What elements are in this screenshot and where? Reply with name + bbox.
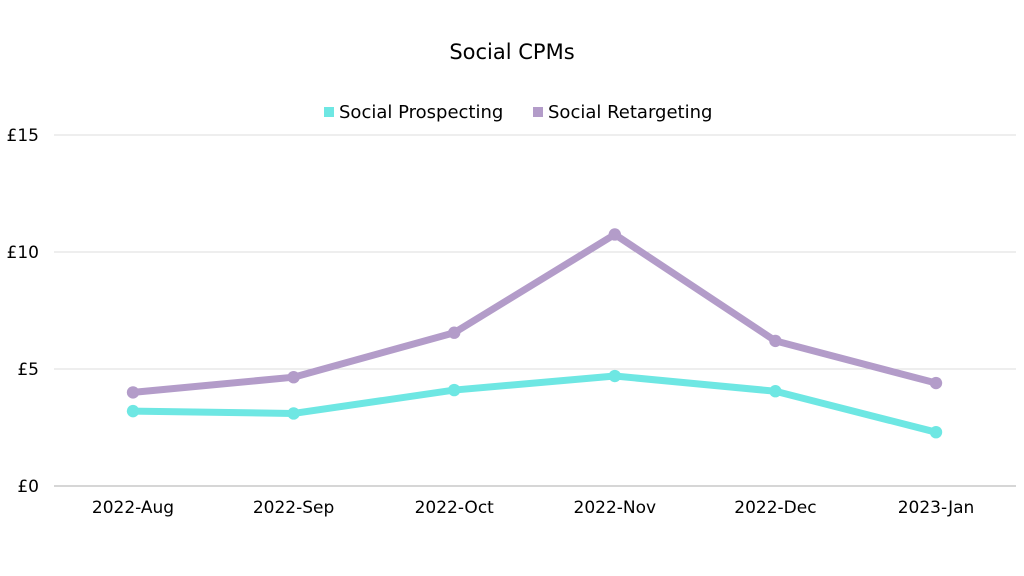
series-line-social-prospecting [129, 372, 940, 436]
x-tick-label: 2022-Aug [92, 498, 174, 518]
data-point-social-retargeting [608, 228, 621, 241]
y-axis: £0 £5 £10 £15 [7, 126, 39, 497]
chart-title: Social CPMs [449, 40, 574, 64]
y-tick-label: £5 [17, 360, 39, 380]
data-point-social-retargeting [287, 370, 300, 384]
y-tick-label: £0 [17, 477, 39, 497]
gridlines [54, 134, 1016, 487]
x-tick-label: 2022-Nov [574, 498, 657, 518]
series-layer [126, 228, 943, 439]
legend-label-social-prospecting: Social Prospecting [339, 102, 503, 123]
data-point-social-retargeting [769, 334, 782, 348]
legend: Social Prospecting Social Retargeting [324, 102, 712, 123]
legend-label-social-retargeting: Social Retargeting [548, 102, 712, 123]
data-point-social-prospecting [448, 383, 461, 397]
data-point-social-retargeting [448, 326, 461, 339]
data-point-social-retargeting [929, 376, 943, 390]
x-tick-label: 2023-Jan [898, 498, 975, 518]
data-point-social-prospecting [769, 385, 782, 398]
x-axis: 2022-Aug 2022-Sep 2022-Oct 2022-Nov 2022-Dec… [92, 498, 974, 518]
data-point-social-prospecting [287, 407, 300, 420]
x-tick-label: 2022-Oct [415, 498, 495, 518]
legend-swatch-social-retargeting [533, 107, 543, 117]
y-tick-label: £10 [7, 243, 39, 263]
legend-swatch-social-prospecting [324, 107, 334, 117]
y-tick-label: £15 [7, 126, 39, 146]
x-tick-label: 2022-Dec [734, 498, 816, 518]
data-point-social-retargeting [126, 386, 140, 399]
data-point-social-prospecting [608, 369, 621, 383]
x-tick-label: 2022-Sep [253, 498, 334, 518]
data-point-social-prospecting [126, 404, 140, 418]
series-line-social-retargeting [129, 230, 940, 396]
data-point-social-prospecting [929, 425, 943, 439]
